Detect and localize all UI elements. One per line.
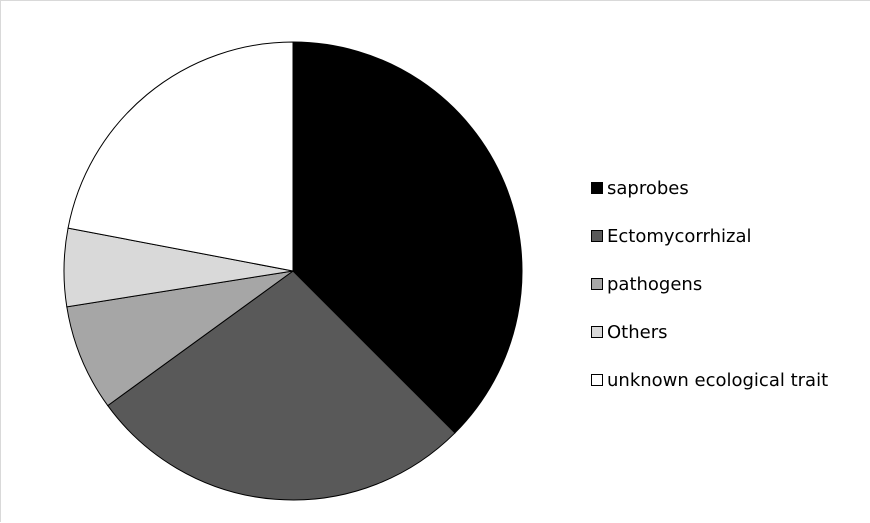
legend-label-saprobes: saprobes xyxy=(607,177,689,199)
legend-item-saprobes: saprobes xyxy=(591,164,828,212)
legend-swatch-unknown-ecological-trait xyxy=(591,374,603,386)
legend-swatch-ectomycorrhizal xyxy=(591,230,603,242)
legend-label-pathogens: pathogens xyxy=(607,273,703,295)
legend: saprobes Ectomycorrhizal pathogens Other… xyxy=(591,164,828,404)
legend-label-ectomycorrhizal: Ectomycorrhizal xyxy=(607,225,752,247)
legend-swatch-pathogens xyxy=(591,278,603,290)
legend-swatch-others xyxy=(591,326,603,338)
legend-label-others: Others xyxy=(607,321,668,343)
legend-item-unknown-ecological-trait: unknown ecological trait xyxy=(591,356,828,404)
pie-slice-pathogens xyxy=(66,270,294,407)
legend-label-unknown-ecological-trait: unknown ecological trait xyxy=(607,369,829,391)
legend-item-others: Others xyxy=(591,308,828,356)
pie-slice-saprobes xyxy=(292,41,523,434)
pie-slice-unknown-ecological-trait xyxy=(67,41,294,272)
legend-swatch-saprobes xyxy=(591,182,603,194)
legend-item-ectomycorrhizal: Ectomycorrhizal xyxy=(591,212,828,260)
legend-item-pathogens: pathogens xyxy=(591,260,828,308)
pie-slice-ectomycorrhizal xyxy=(107,270,456,501)
